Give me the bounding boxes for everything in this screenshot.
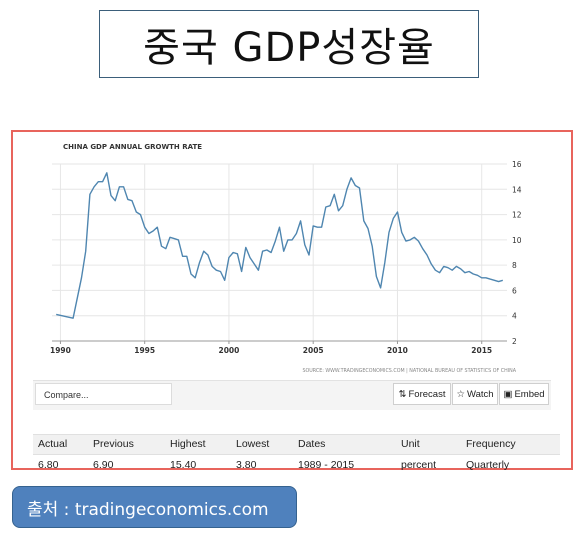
slide-title: 중국 GDP성장율 bbox=[143, 25, 435, 71]
y-tick-label: 6 bbox=[512, 286, 517, 295]
grid bbox=[52, 163, 507, 342]
compare-input[interactable]: Compare... bbox=[35, 383, 172, 405]
watch-label: Watch bbox=[466, 388, 494, 400]
forecast-button[interactable]: ⇅ Forecast bbox=[393, 383, 451, 405]
stats-header-unit: Unit bbox=[401, 438, 420, 450]
forecast-icon: ⇅ bbox=[398, 388, 407, 400]
source-note: SOURCE: WWW.TRADINGECONOMICS.COM | NATIO… bbox=[302, 368, 516, 374]
stats-value-actual: 6.80 bbox=[38, 459, 59, 471]
stats-header-row bbox=[33, 434, 560, 455]
embed-button[interactable]: ▣ Embed bbox=[499, 383, 549, 405]
embed-label: Embed bbox=[514, 388, 545, 400]
stats-table: Actual Previous Highest Lowest Dates Uni… bbox=[33, 434, 560, 471]
x-tick-label: 1995 bbox=[134, 346, 155, 355]
stats-value-unit: percent bbox=[401, 459, 437, 471]
x-tick-label: 1990 bbox=[50, 346, 71, 355]
star-icon: ☆ bbox=[456, 388, 465, 400]
y-tick-label: 10 bbox=[512, 236, 522, 245]
stats-value-lowest: 3.80 bbox=[236, 459, 257, 471]
chart-title: CHINA GDP ANNUAL GROWTH RATE bbox=[63, 143, 202, 151]
y-tick-label: 2 bbox=[512, 337, 517, 346]
forecast-label: Forecast bbox=[408, 388, 446, 400]
stats-header-previous: Previous bbox=[93, 438, 134, 450]
axis-ticks: 2 4 6 8 10 12 14 16 1990 1995 2000 2005 2010 2015 bbox=[50, 160, 522, 355]
stats-header-dates: Dates bbox=[298, 438, 326, 450]
stats-header-frequency: Frequency bbox=[466, 438, 516, 450]
chart-frame bbox=[11, 130, 573, 470]
y-tick-label: 12 bbox=[512, 211, 522, 220]
x-tick-label: 2000 bbox=[219, 346, 240, 355]
x-tick-label: 2005 bbox=[303, 346, 324, 355]
slide-title-box: 중국 GDP성장율 bbox=[99, 10, 479, 78]
y-tick-label: 16 bbox=[512, 160, 522, 169]
chart-toolbar: Compare... ⇅ Forecast ☆ Watch ▣ Embed bbox=[33, 380, 551, 410]
source-label: 출처 : tradingeconomics.com bbox=[12, 486, 297, 528]
x-tick-label: 2010 bbox=[387, 346, 408, 355]
watch-button[interactable]: ☆ Watch bbox=[452, 383, 498, 405]
stats-value-highest: 15.40 bbox=[170, 459, 197, 471]
series-line bbox=[56, 172, 504, 319]
stats-value-dates: 1989 - 2015 bbox=[298, 459, 355, 471]
y-tick-label: 4 bbox=[512, 312, 517, 321]
stats-value-frequency: Quarterly bbox=[466, 459, 510, 471]
image-icon: ▣ bbox=[503, 388, 513, 400]
stats-value-previous: 6.90 bbox=[93, 459, 114, 471]
y-tick-label: 8 bbox=[512, 261, 517, 270]
stats-header-actual: Actual bbox=[38, 438, 68, 450]
stats-header-lowest: Lowest bbox=[236, 438, 270, 450]
x-tick-label: 2015 bbox=[471, 346, 492, 355]
y-tick-label: 14 bbox=[512, 185, 522, 194]
stats-header-highest: Highest bbox=[170, 438, 206, 450]
